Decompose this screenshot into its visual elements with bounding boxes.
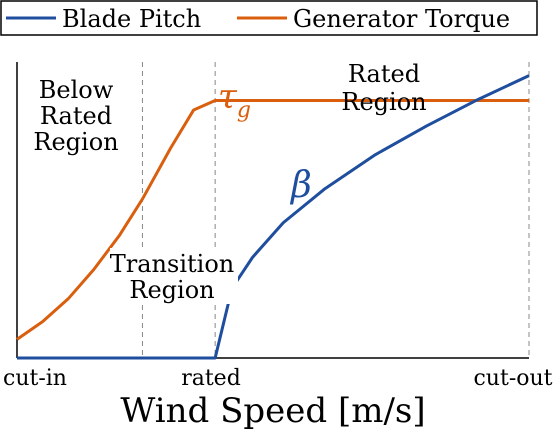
x-axis-title: Wind Speed [m/s] (120, 391, 425, 431)
x-tick-label-rated: rated (181, 366, 241, 391)
legend-label-generator-torque: Generator Torque (293, 5, 510, 33)
region-label-below-line-3: Region (33, 128, 118, 156)
x-tick-label-cut-in: cut-in (3, 366, 67, 391)
region-boundaries (141, 62, 530, 358)
beta-annotation: β (289, 165, 312, 206)
region-label-rated: Rated Region (341, 60, 426, 116)
region-label-rated-line-1: Rated (348, 60, 420, 88)
region-label-below-line-1: Below (39, 76, 114, 104)
series-line-generator-torque (16, 98, 529, 341)
series-line-blade-pitch (17, 74, 530, 360)
region-label-below-rated: Below Rated Region (33, 76, 118, 156)
x-tick-labels: cut-in rated cut-out (3, 366, 553, 391)
region-label-below-line-2: Rated (40, 102, 112, 130)
legend: Blade Pitch Generator Torque (0, 0, 538, 36)
legend-label-blade-pitch: Blade Pitch (62, 5, 201, 33)
tau-g-annotation: τg (218, 77, 251, 123)
region-label-transition-line-1: Transition (110, 250, 234, 278)
region-label-transition: Transition Region (110, 248, 238, 304)
transition-label-backdrop (110, 248, 238, 304)
region-label-rated-line-2: Region (341, 88, 426, 116)
series-layer (16, 74, 530, 360)
region-label-transition-line-2: Region (129, 276, 214, 304)
x-tick-label-cut-out: cut-out (473, 366, 552, 391)
